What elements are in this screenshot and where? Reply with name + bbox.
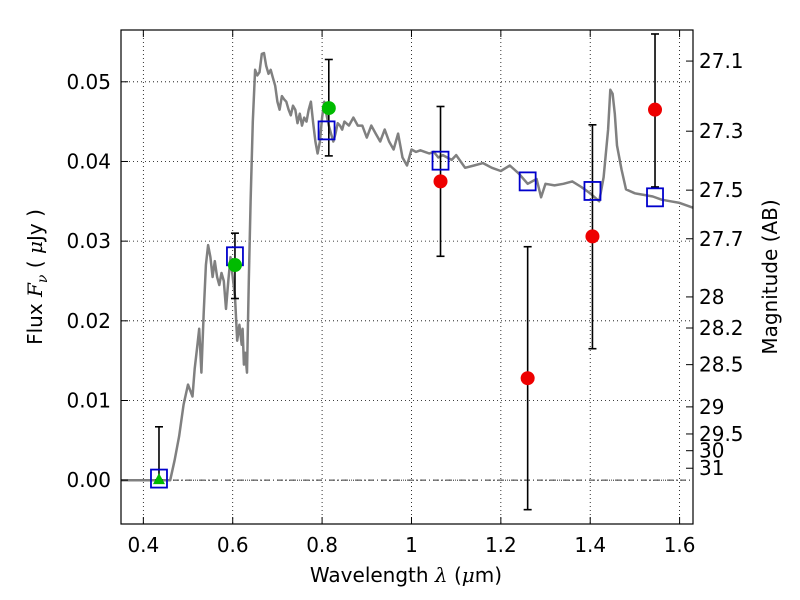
plot-area — [121, 30, 693, 524]
model-photometry-box — [150, 468, 168, 489]
y-tick-label: 0.03 — [66, 229, 111, 253]
observed-flux-point — [227, 258, 242, 273]
y-tick-label: 0.05 — [66, 70, 111, 94]
y-tick-label: 0.04 — [66, 149, 111, 173]
observed-flux-point — [585, 229, 600, 244]
y2-tick-label: 28.2 — [699, 316, 744, 340]
observed-flux-point — [648, 102, 663, 117]
x-tick-label: 1.2 — [485, 533, 517, 557]
x-tick-label: 1.4 — [574, 533, 606, 557]
plot-frame — [120, 29, 694, 525]
x-tick-label: 0.8 — [306, 533, 338, 557]
upper-limit-marker — [152, 473, 165, 485]
y2-tick-label: 27.3 — [699, 119, 744, 143]
model-photometry-box — [646, 187, 664, 208]
y2-tick-label: 29 — [699, 395, 724, 419]
x-tick-label: 0.4 — [127, 533, 159, 557]
model-photometry-box — [317, 120, 336, 141]
y-tick-label: 0.02 — [66, 309, 111, 333]
model-photometry-box — [518, 171, 537, 192]
observed-flux-point — [321, 101, 336, 116]
y2-tick-label: 28.5 — [699, 353, 744, 377]
axes: 0.4 0.6 0.8 1 1.2 1.4 1.6 0.00 0.01 0.02 0.03 0.04 0… — [66, 29, 744, 557]
y-tick-label: 0.01 — [66, 389, 111, 413]
x-axis-label: Wavelength λ (μm) — [310, 563, 502, 587]
y2-tick-label: 31 — [699, 456, 724, 480]
y-tick-label: 0.00 — [66, 468, 111, 492]
y2-tick-label: 27.5 — [699, 178, 744, 202]
x-tick-label: 1 — [405, 533, 418, 557]
y2-tick-label: 29.5 — [699, 422, 744, 446]
observed-flux-point — [520, 371, 535, 386]
y2-tick-label: 28 — [699, 285, 724, 309]
model-photometry-box — [583, 181, 602, 201]
model-photometry-box — [431, 150, 450, 171]
y2-axis-label: Magnitude (AB) — [758, 199, 782, 354]
x-tick-label: 0.6 — [217, 533, 249, 557]
observed-flux-point — [433, 174, 448, 189]
y2-tick-label: 27.7 — [699, 227, 744, 251]
y2-tick-label: 27.1 — [699, 49, 744, 73]
y-axis-label: Flux Fν ( μJy ) — [23, 209, 51, 345]
x-tick-label: 1.6 — [664, 533, 696, 557]
y2-tick-label: 30 — [699, 439, 724, 463]
sed-model-line — [121, 51, 693, 482]
